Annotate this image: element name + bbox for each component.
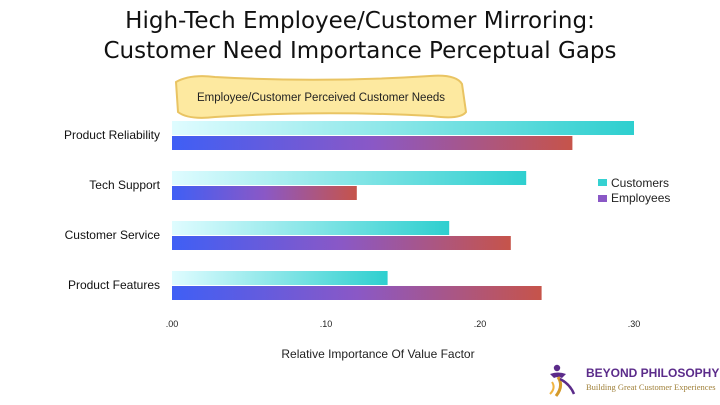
- x-tick-label-3: .30: [628, 319, 641, 329]
- page-title: High-Tech Employee/Customer Mirroring: C…: [0, 6, 720, 66]
- legend-label-employees: Employees: [611, 191, 670, 205]
- bar-customers-customer-service: [172, 221, 450, 235]
- bar-employees-product-features: [172, 286, 542, 300]
- bar-employees-product-reliability: [172, 136, 573, 150]
- title-line-2: Customer Need Importance Perceptual Gaps: [103, 38, 617, 64]
- x-axis-ticks: .00 .10 .20 .30: [166, 319, 641, 329]
- x-axis-label: Relative Importance Of Value Factor: [281, 347, 474, 361]
- bars-group: [172, 121, 634, 300]
- banner-shape: [174, 74, 468, 119]
- x-tick-label-1: .10: [320, 319, 333, 329]
- banner: Employee/Customer Perceived Customer Nee…: [174, 74, 468, 119]
- figure-swirl-icon: [549, 364, 576, 397]
- legend-swatch-customers: [598, 179, 607, 186]
- legend-label-customers: Customers: [611, 176, 669, 190]
- bar-customers-product-reliability: [172, 121, 634, 135]
- category-label-product-features: Product Features: [68, 278, 160, 292]
- bar-customers-tech-support: [172, 171, 527, 185]
- legend: Customers Employees: [598, 176, 670, 205]
- category-label-tech-support: Tech Support: [89, 178, 160, 192]
- brand-logo: BEYOND PHILOSOPHY Building Great Custome…: [544, 362, 719, 398]
- category-labels: Product Reliability Tech Support Customer …: [64, 128, 161, 292]
- x-tick-label-0: .00: [166, 319, 179, 329]
- legend-swatch-employees: [598, 195, 607, 202]
- category-label-customer-service: Customer Service: [65, 228, 161, 242]
- category-label-product-reliability: Product Reliability: [64, 128, 160, 142]
- brand-name: BEYOND PHILOSOPHY: [586, 366, 720, 380]
- brand-tagline: Building Great Customer Experiences: [586, 382, 716, 392]
- bar-customers-product-features: [172, 271, 388, 285]
- bar-employees-customer-service: [172, 236, 511, 250]
- x-tick-label-2: .20: [474, 319, 487, 329]
- title-line-1: High-Tech Employee/Customer Mirroring:: [125, 8, 595, 34]
- bar-employees-tech-support: [172, 186, 357, 200]
- banner-text: Employee/Customer Perceived Customer Nee…: [197, 92, 445, 104]
